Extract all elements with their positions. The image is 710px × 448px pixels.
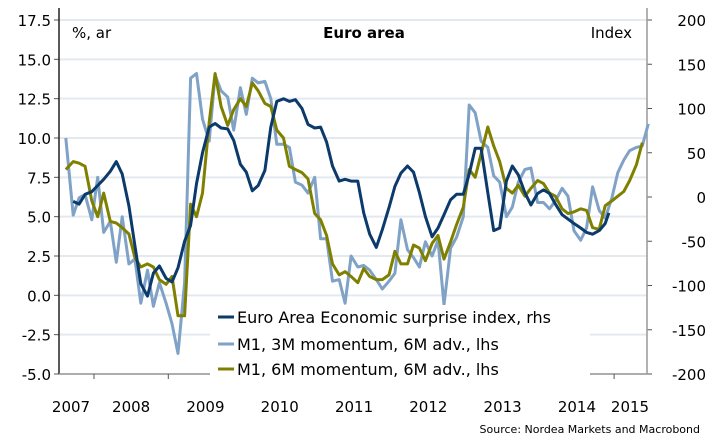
series-lines	[64, 72, 650, 355]
x-tick-label: 2007	[52, 398, 90, 416]
legend: Euro Area Economic surprise index, rhs M…	[210, 305, 590, 381]
right-tick-label: -200	[672, 366, 706, 384]
x-tick-label: 2009	[186, 398, 224, 416]
x-tick-label: 2014	[558, 398, 596, 416]
right-tick-label: 0	[696, 189, 706, 207]
left-tick-label: 10.0	[18, 130, 51, 148]
right-tick-label: 150	[677, 56, 706, 74]
x-tick-label: 2015	[611, 398, 649, 416]
left-tick-label: 2.5	[27, 248, 51, 266]
x-tick-label: 2011	[335, 398, 373, 416]
right-tick-label: -100	[672, 278, 706, 296]
right-tick-label: 200	[677, 12, 706, 30]
left-tick-label: 17.5	[18, 12, 51, 30]
right-tick-label: -150	[672, 322, 706, 340]
axes: 17.5 15.0 12.5 10.0 7.5 5.0 2.5 0.0 -2.5 -5.0 200 1…	[18, 8, 706, 416]
x-tick-label: 2008	[112, 398, 150, 416]
left-tick-label: 12.5	[18, 91, 51, 109]
left-tick-label: 7.5	[27, 169, 51, 187]
x-tick-label: 2013	[484, 398, 522, 416]
left-tick-label: -2.5	[22, 327, 51, 345]
series-line-m1_3m	[64, 72, 650, 355]
legend-label-m1-3m: M1, 3M momentum, 6M adv., lhs	[237, 335, 499, 354]
series-line-m1_6m	[64, 72, 644, 318]
right-tick-label: -50	[682, 233, 707, 251]
left-unit-label: %, ar	[72, 24, 112, 42]
right-unit-label: Index	[591, 24, 632, 42]
left-tick-label: -5.0	[22, 366, 51, 384]
chart-title: Euro area	[323, 24, 405, 42]
legend-label-surprise: Euro Area Economic surprise index, rhs	[237, 308, 551, 327]
x-tick-label: 2012	[409, 398, 447, 416]
source-note: Source: Nordea Markets and Macrobond	[480, 423, 700, 436]
left-tick-label: 5.0	[27, 209, 51, 227]
left-tick-label: 0.0	[27, 287, 51, 305]
series-line-surprise	[72, 97, 611, 298]
right-tick-label: 100	[677, 101, 706, 119]
right-tick-label: 50	[687, 145, 706, 163]
left-tick-label: 15.0	[18, 51, 51, 69]
legend-label-m1-6m: M1, 6M momentum, 6M adv., lhs	[237, 360, 499, 379]
x-tick-label: 2010	[261, 398, 299, 416]
